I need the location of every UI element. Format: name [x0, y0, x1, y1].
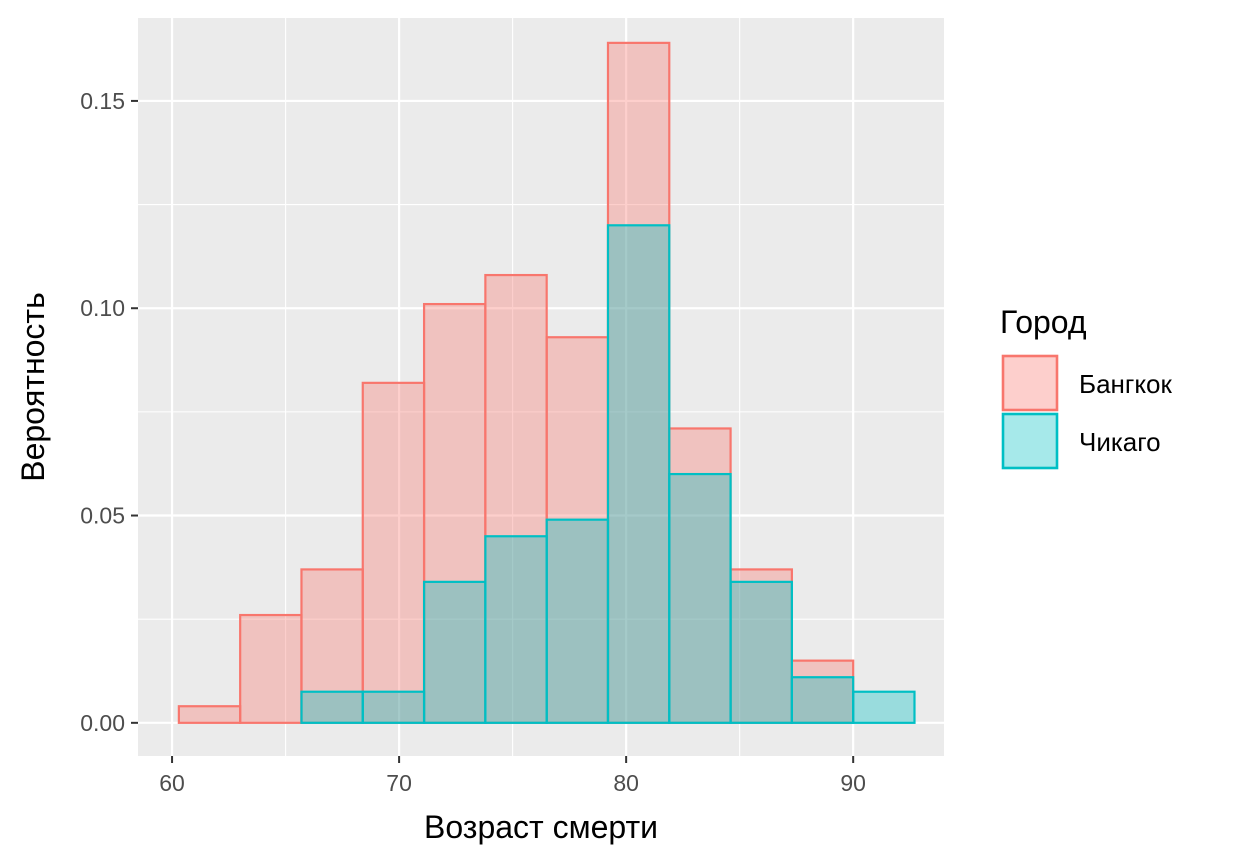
histogram-bars [177, 41, 916, 724]
series-Чикаго [300, 224, 916, 724]
y-tick-label: 0.05 [80, 503, 125, 529]
legend-label: Чикаго [1079, 427, 1161, 457]
histogram-bar [545, 518, 610, 724]
histogram-bar [177, 705, 242, 724]
x-tick-label: 90 [840, 770, 866, 796]
histogram-bar [852, 690, 916, 724]
y-tick-label: 0.15 [80, 88, 125, 114]
histogram-bar [361, 381, 426, 724]
x-tick-label: 80 [613, 770, 639, 796]
legend-swatch [1001, 412, 1059, 470]
histogram-bar [484, 535, 548, 724]
y-axis: 0.00 0.05 0.10 0.15 [80, 88, 138, 736]
plot-panel [138, 18, 944, 756]
histogram-bar [239, 613, 303, 724]
legend-swatch [1001, 354, 1059, 412]
x-axis: 60 70 80 90 [159, 756, 866, 796]
histogram-bar [668, 472, 732, 724]
histogram-bar [300, 690, 364, 724]
legend-title: Город [1000, 304, 1087, 340]
series-Бангкок [177, 41, 855, 724]
histogram-bar [300, 568, 364, 724]
histogram-bar [729, 580, 793, 724]
y-axis-title: Вероятность [15, 292, 51, 482]
x-axis-title: Возраст смерти [424, 809, 658, 845]
histogram-bar [606, 224, 671, 724]
x-tick-label: 60 [159, 770, 185, 796]
legend: Город Бангкок Чикаго [1000, 304, 1172, 470]
histogram-bar [422, 580, 487, 724]
y-tick-label: 0.10 [80, 295, 125, 321]
histogram-bar [361, 690, 426, 724]
histogram-bar [668, 427, 732, 724]
x-tick-label: 70 [386, 770, 412, 796]
legend-label: Бангкок [1079, 369, 1172, 399]
y-tick-label: 0.00 [80, 710, 125, 736]
histogram-bar [790, 676, 855, 724]
